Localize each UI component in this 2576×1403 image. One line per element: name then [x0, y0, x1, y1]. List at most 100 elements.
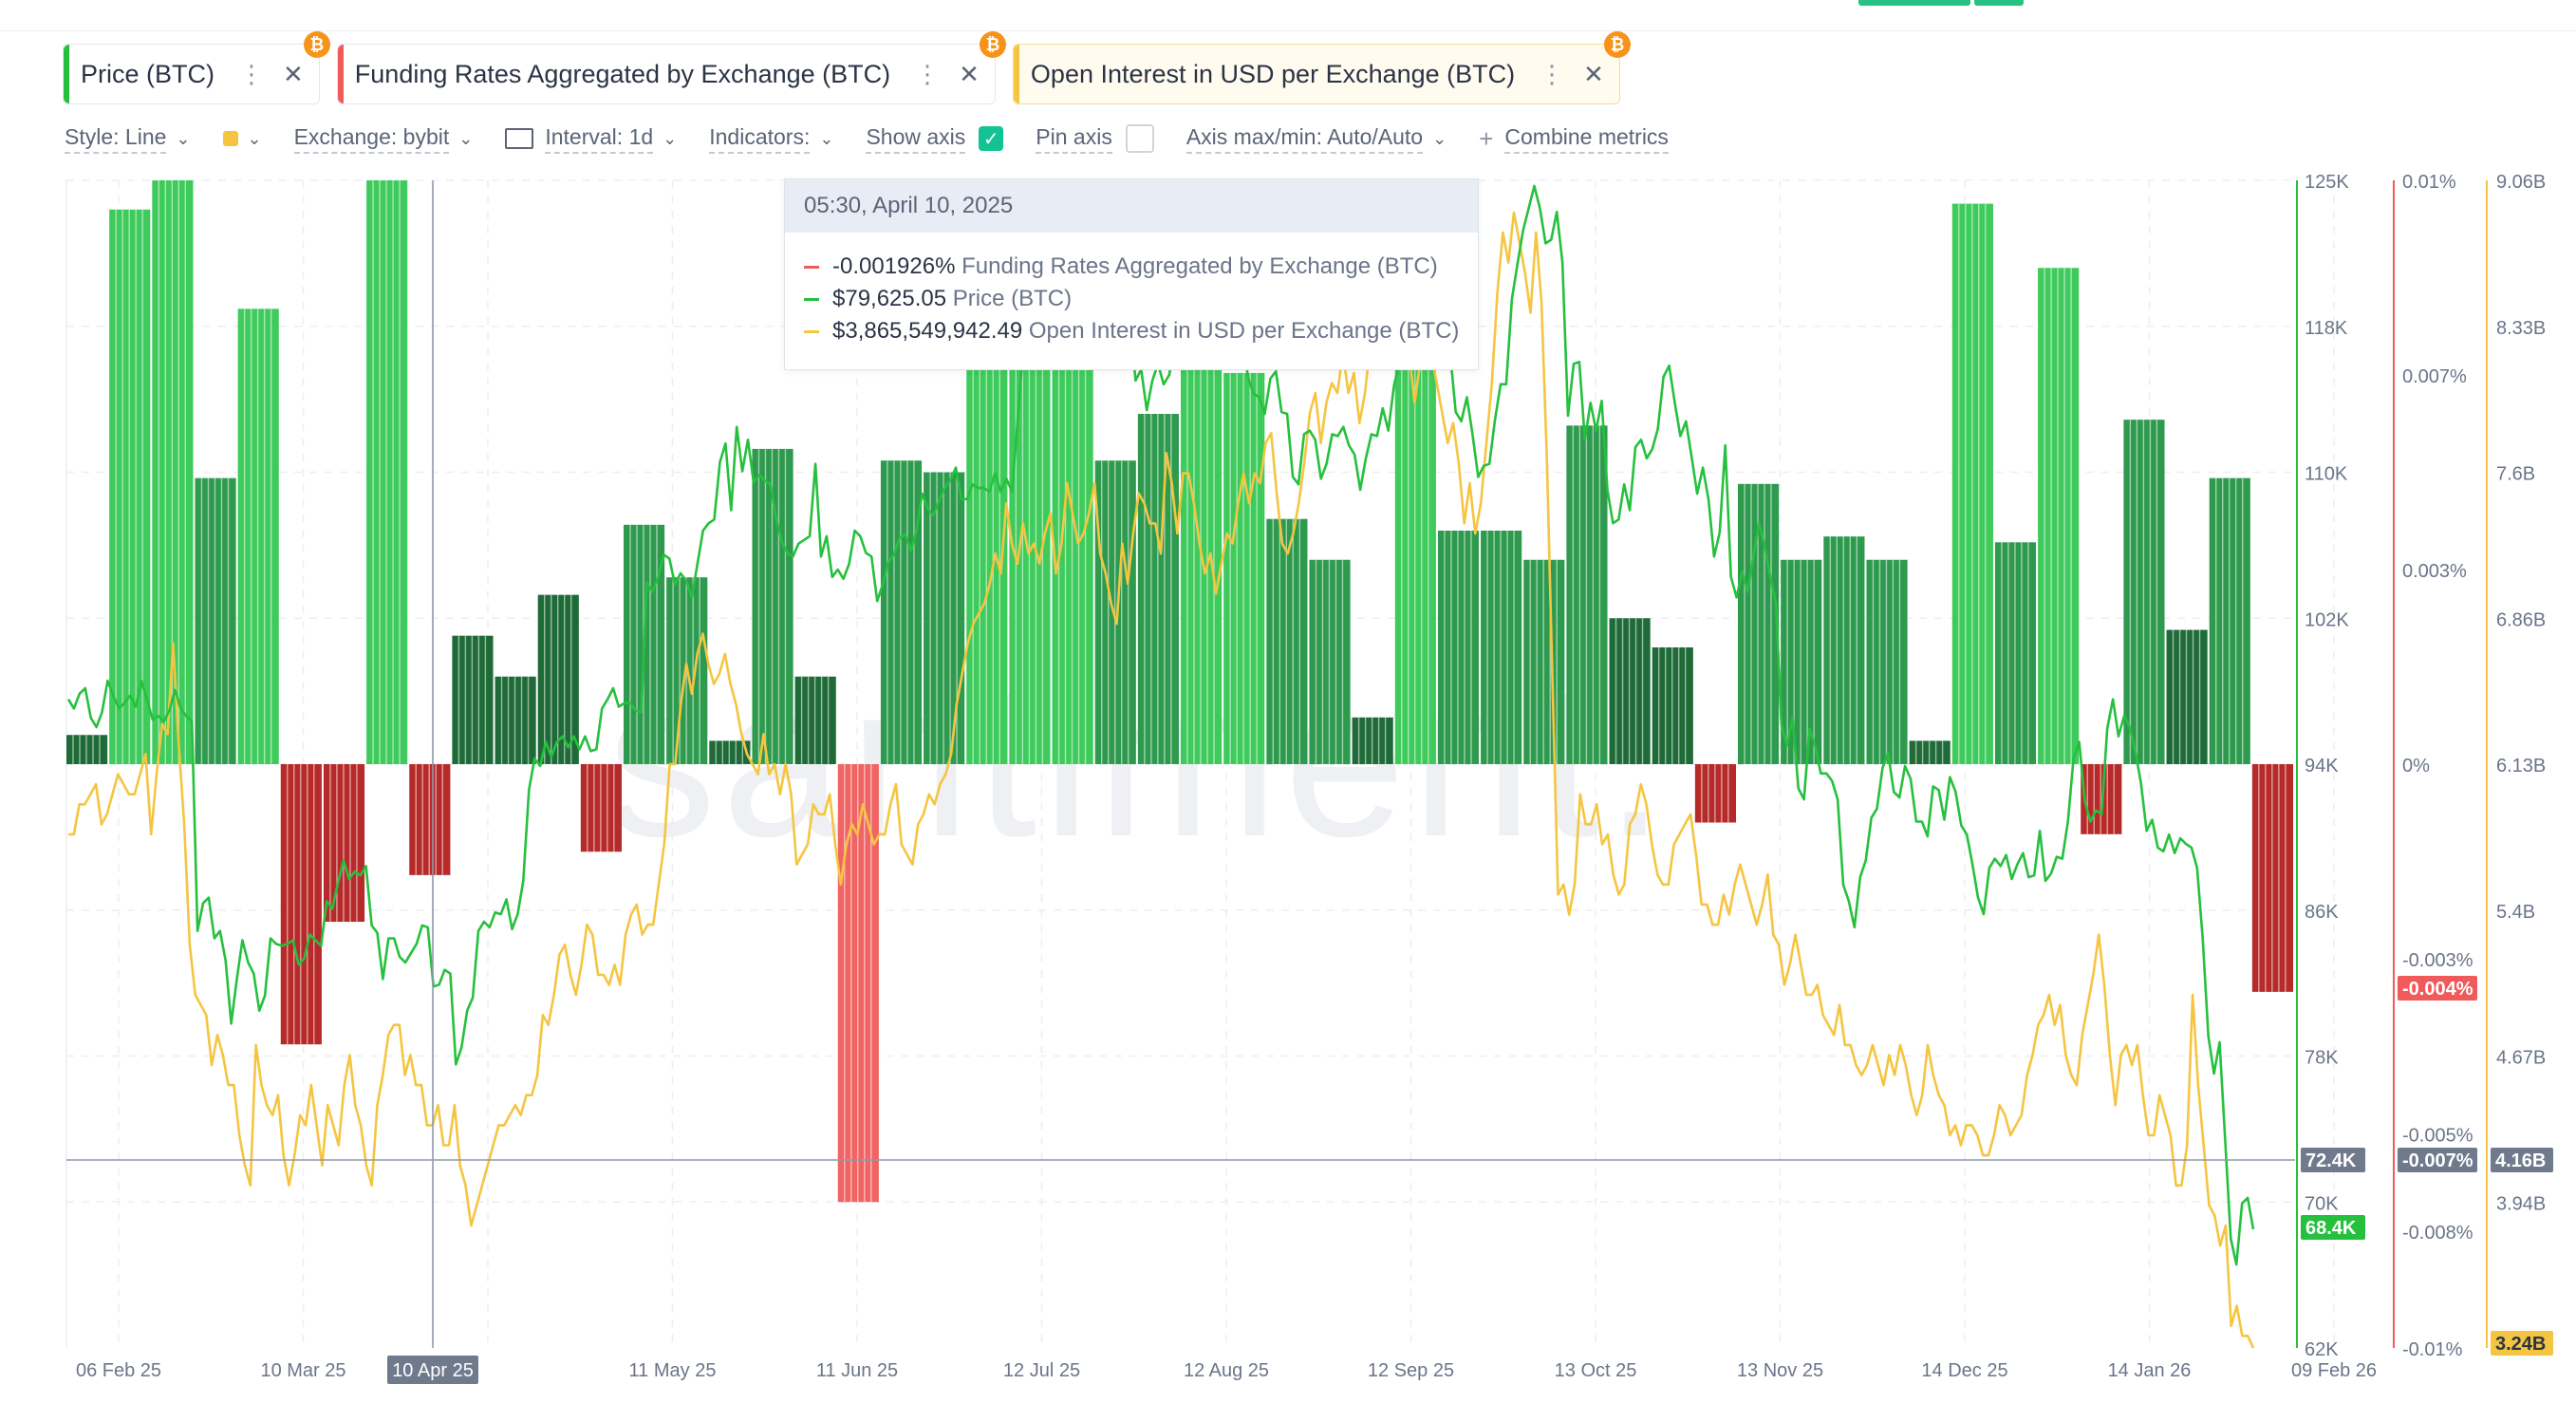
tooltip-name: Open Interest in USD per Exchange (BTC)	[1028, 318, 1460, 344]
metric-color-bar	[1013, 45, 1019, 103]
tooltip-value: $3,865,549,942.49	[832, 318, 1023, 344]
close-icon[interactable]: ✕	[1583, 59, 1604, 88]
pin-axis-label: Pin axis	[1036, 124, 1112, 154]
x-tick-label: 12 Aug 25	[1184, 1360, 1269, 1381]
chevron-down-icon: ⌄	[247, 128, 262, 148]
chevron-down-icon: ⌄	[663, 128, 678, 148]
svg-text:4.16B: 4.16B	[2495, 1150, 2546, 1171]
tooltip-row-price: $79,625.05 Price (BTC)	[804, 286, 1072, 312]
svg-text:10 Apr 25: 10 Apr 25	[392, 1360, 474, 1381]
ruler-icon	[505, 128, 534, 149]
oi-cursor-label: 4.16B	[2491, 1148, 2553, 1172]
oi-tick-label: 3.94B	[2496, 1193, 2546, 1214]
price-cursor-label: 72.4K	[2301, 1148, 2365, 1172]
price-tick-label: 102K	[2305, 609, 2349, 630]
svg-text:72.4K: 72.4K	[2305, 1150, 2357, 1171]
oi-tick-label: 8.33B	[2496, 318, 2546, 339]
show-axis-toggle[interactable]: Show axis ✓	[866, 124, 1004, 154]
funding-tick-label: 0.01%	[2402, 172, 2456, 193]
top-action-button-secondary[interactable]	[1974, 0, 2024, 6]
svg-text:3.24B: 3.24B	[2495, 1334, 2546, 1355]
top-action-button[interactable]	[1858, 0, 1970, 6]
axes: 125K 118K 110K 102K 94K 86K 78K 70K 62K 0.01% 0.00…	[66, 172, 2553, 1384]
metric-tab-funding-rates[interactable]: Funding Rates Aggregated by Exchange (BT…	[336, 31, 1006, 104]
price-tick-label: 94K	[2305, 756, 2339, 776]
funding-tick-label: -0.003%	[2402, 950, 2473, 971]
funding-tick-label: -0.008%	[2402, 1223, 2473, 1244]
tooltip-name: Funding Rates Aggregated by Exchange (BT…	[961, 253, 1438, 279]
exchange-label: Exchange: bybit	[293, 124, 450, 154]
more-icon[interactable]: ⋮	[239, 59, 264, 88]
show-axis-label: Show axis	[866, 124, 966, 154]
chart-tooltip: 05:30, April 10, 2025 -0.001926% Funding…	[784, 178, 1479, 370]
axis-maxmin-dropdown[interactable]: Axis max/min: Auto/Auto ⌄	[1185, 124, 1447, 154]
axis-maxmin-label: Axis max/min: Auto/Auto	[1185, 124, 1424, 154]
metric-label: Open Interest in USD per Exchange (BTC)	[1030, 59, 1516, 88]
tooltip-value: -0.001926%	[832, 253, 956, 279]
indicators-dropdown[interactable]: Indicators: ⌄	[709, 124, 833, 154]
tooltip-date: 05:30, April 10, 2025	[785, 179, 1478, 233]
style-label: Style: Line	[65, 124, 167, 154]
pin-axis-toggle[interactable]: Pin axis	[1036, 124, 1154, 154]
bitcoin-icon: ₿	[1603, 31, 1631, 58]
chevron-down-icon: ⌄	[176, 128, 191, 148]
funding-last-label: -0.004%	[2398, 976, 2477, 1001]
chart-toolbar: Style: Line ⌄ ⌄ Exchange: bybit ⌄ Interv…	[65, 122, 1701, 156]
bitcoin-icon: ₿	[303, 31, 330, 58]
interval-dropdown[interactable]: Interval: 1d ⌄	[505, 124, 677, 154]
svg-text:68.4K: 68.4K	[2305, 1218, 2357, 1239]
x-tick-label: 12 Jul 25	[1003, 1360, 1080, 1381]
funding-tick-label: -0.01%	[2402, 1339, 2463, 1360]
combine-metrics-button[interactable]: + Combine metrics	[1479, 124, 1669, 154]
oi-tick-label: 9.06B	[2496, 172, 2546, 193]
svg-text:-0.004%: -0.004%	[2402, 979, 2473, 1000]
close-icon[interactable]: ✕	[959, 59, 980, 88]
interval-label: Interval: 1d	[545, 124, 654, 154]
top-strip	[0, 0, 2576, 31]
exchange-dropdown[interactable]: Exchange: bybit ⌄	[293, 124, 474, 154]
price-last-label: 68.4K	[2301, 1215, 2365, 1240]
oi-tick-label: 6.86B	[2496, 609, 2546, 630]
more-icon[interactable]: ⋮	[1540, 59, 1564, 88]
color-picker[interactable]: ⌄	[222, 128, 262, 149]
funding-cursor-label: -0.007%	[2398, 1148, 2477, 1172]
price-tick-label: 62K	[2305, 1339, 2339, 1360]
check-icon[interactable]: ✓	[979, 126, 1004, 151]
legend-dash	[804, 266, 819, 270]
bitcoin-icon: ₿	[979, 31, 1006, 58]
x-tick-label: 11 Jun 25	[816, 1360, 898, 1381]
x-tick-label: 10 Mar 25	[260, 1360, 345, 1381]
metric-tab-price[interactable]: Price (BTC) ⋮ ✕ ₿	[63, 31, 330, 104]
tooltip-row-funding: -0.001926% Funding Rates Aggregated by E…	[804, 253, 1438, 280]
plus-icon: +	[1479, 123, 1494, 153]
color-swatch	[222, 131, 238, 146]
price-tick-label: 118K	[2305, 318, 2348, 339]
x-tick-label: 11 May 25	[629, 1360, 717, 1381]
indicators-label: Indicators:	[709, 124, 811, 154]
funding-tick-label: -0.005%	[2402, 1126, 2473, 1147]
chevron-down-icon: ⌄	[819, 128, 834, 148]
metric-tabs: Price (BTC) ⋮ ✕ ₿ Funding Rates Aggregat…	[63, 31, 1631, 104]
price-tick-label: 78K	[2305, 1048, 2339, 1069]
x-tick-label: 14 Jan 26	[2108, 1360, 2192, 1381]
oi-tick-label: 6.13B	[2496, 756, 2546, 776]
metric-label: Price (BTC)	[81, 59, 215, 88]
funding-tick-label: 0.003%	[2402, 561, 2467, 582]
style-dropdown[interactable]: Style: Line ⌄	[65, 124, 191, 154]
more-icon[interactable]: ⋮	[915, 59, 940, 88]
x-tick-label: 06 Feb 25	[76, 1360, 161, 1381]
x-tick-label: 14 Dec 25	[1921, 1360, 2007, 1381]
oi-tick-label: 7.6B	[2496, 464, 2535, 485]
metric-tab-open-interest[interactable]: Open Interest in USD per Exchange (BTC) …	[1012, 31, 1631, 104]
pin-axis-checkbox[interactable]	[1125, 124, 1154, 153]
close-icon[interactable]: ✕	[283, 59, 304, 88]
tooltip-name: Price (BTC)	[952, 286, 1073, 311]
metric-label: Funding Rates Aggregated by Exchange (BT…	[354, 59, 891, 88]
tooltip-row-open-interest: $3,865,549,942.49 Open Interest in USD p…	[804, 318, 1459, 345]
metric-color-bar	[64, 45, 69, 103]
oi-last-label: 3.24B	[2491, 1331, 2553, 1356]
chevron-down-icon: ⌄	[458, 128, 474, 148]
x-tick-label: 12 Sep 25	[1368, 1360, 1454, 1381]
svg-text:-0.007%: -0.007%	[2402, 1150, 2473, 1171]
